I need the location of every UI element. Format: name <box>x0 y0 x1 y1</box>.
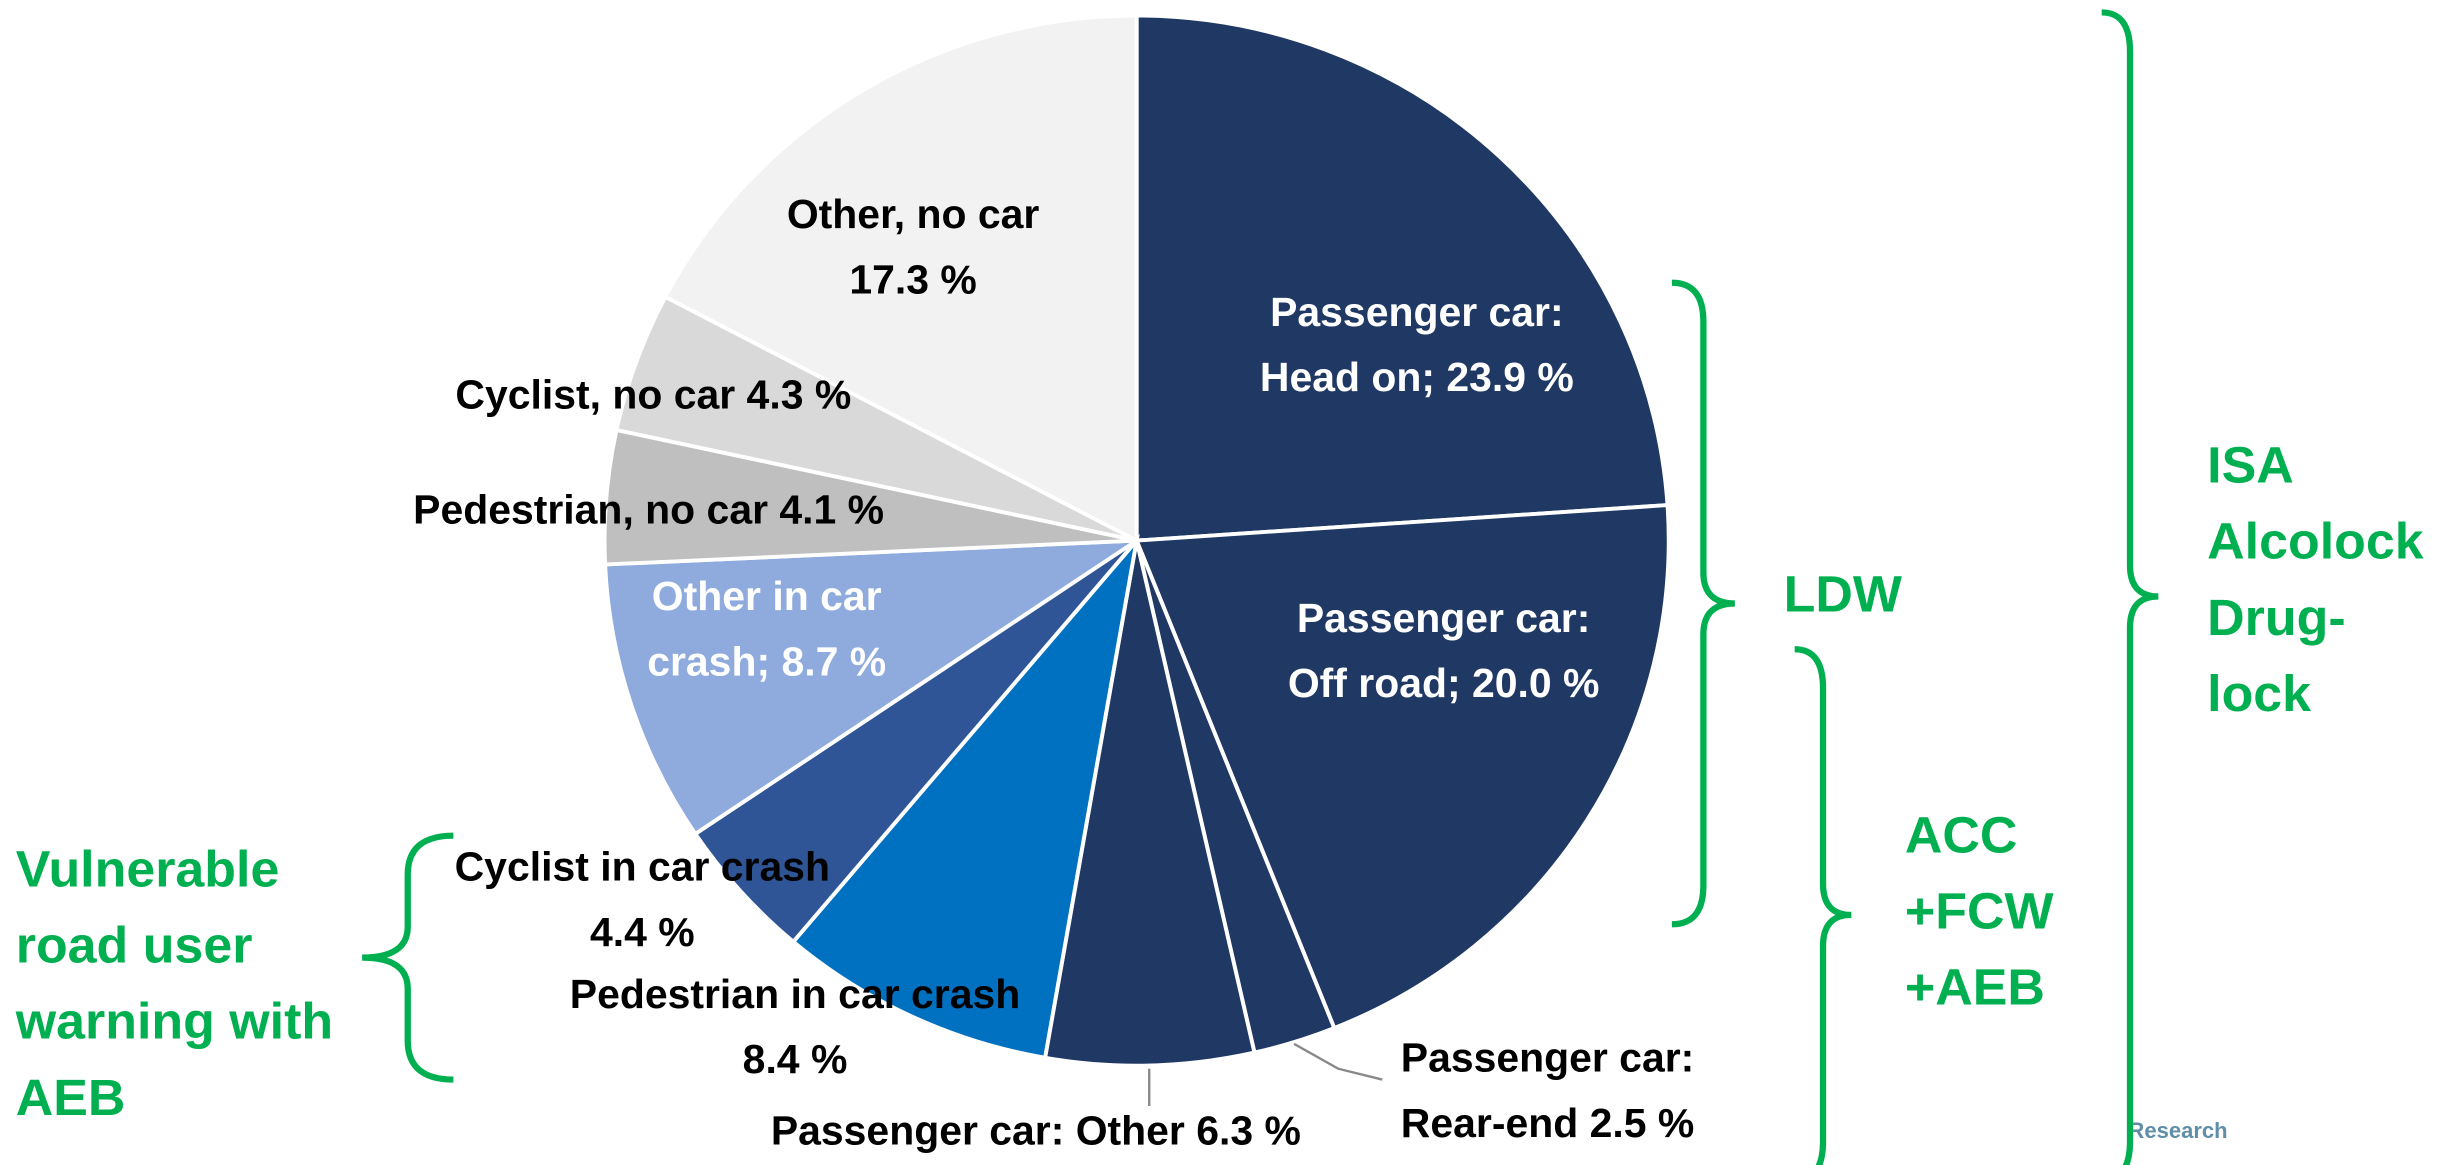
annotation: ISA <box>2207 436 2294 494</box>
annotation: Drug- <box>2207 588 2345 646</box>
slice-label: 8.4 % <box>743 1036 848 1082</box>
slice-label: Off road; 20.0 % <box>1288 660 1600 706</box>
pie-slice <box>662 13 1139 544</box>
annotation: warning with <box>15 992 333 1050</box>
slice-label: Passenger car: <box>1270 289 1563 335</box>
annotation: road user <box>16 916 253 974</box>
leader-line <box>1293 1042 1383 1081</box>
source-logo: Research <box>2128 1118 2227 1143</box>
annotation: Alcolock <box>2207 512 2424 570</box>
pie-slice <box>1133 503 1671 1031</box>
slice-label: Cyclist, no car 4.3 % <box>455 372 851 418</box>
pie-slice <box>1134 13 1670 543</box>
annotation: Vulnerable <box>16 840 280 898</box>
annotation: LDW <box>1784 565 1903 623</box>
slice-label: Pedestrian, no car 4.1 % <box>413 487 884 533</box>
slice-label: Other in car <box>652 573 882 619</box>
slice-label: Cyclist in car crash <box>455 844 830 890</box>
slice-label: Rear-end 2.5 % <box>1401 1100 1694 1146</box>
slice-label: 17.3 % <box>849 257 976 303</box>
brace <box>1671 279 1736 928</box>
pie-slice <box>1042 540 1257 1068</box>
pie-slice <box>790 533 1140 1061</box>
slice-label: Passenger car: <box>1297 595 1590 641</box>
slice-label: Other, no car <box>787 191 1040 237</box>
slice-label: Head on; 23.9 % <box>1260 354 1574 400</box>
annotation: +FCW <box>1905 882 2054 940</box>
slice-label: Passenger car: <box>1401 1035 1694 1081</box>
annotation: +AEB <box>1905 958 2045 1016</box>
slice-label: Passenger car: Other 6.3 % <box>771 1108 1301 1154</box>
brace <box>1794 646 1852 1165</box>
annotation: lock <box>2207 664 2311 722</box>
slice-label: 4.4 % <box>590 909 695 955</box>
slice-label: Pedestrian in car crash <box>570 971 1020 1017</box>
annotation: AEB <box>16 1068 126 1126</box>
annotation: ACC <box>1905 806 2018 864</box>
pie-slice <box>603 538 1144 837</box>
brace <box>2101 9 2159 1165</box>
slice-label: crash; 8.7 % <box>647 639 886 685</box>
brace <box>362 832 454 1083</box>
